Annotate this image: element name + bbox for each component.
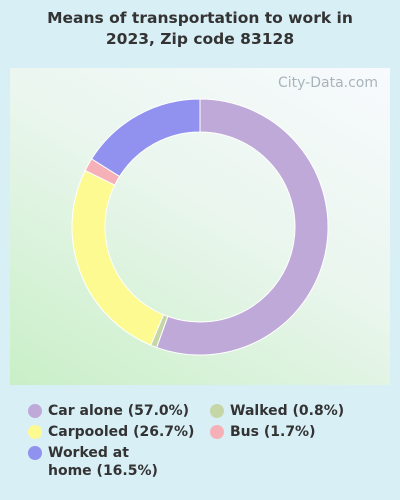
legend-name: Car alone [48, 403, 123, 419]
legend-name: Carpooled [48, 424, 129, 440]
legend-label: Car alone (57.0%) [48, 402, 198, 420]
donut-slice [90, 98, 201, 178]
legend-item: Walked (0.8%) [210, 402, 380, 420]
chart-title: Means of transportation to work in 2023,… [47, 9, 353, 48]
legend-swatch [210, 425, 224, 439]
plot-area [10, 68, 390, 385]
legend-label: Bus (1.7%) [230, 423, 380, 441]
chart [71, 98, 329, 356]
donut-slice [155, 98, 329, 356]
legend-value: (1.7%) [263, 424, 316, 440]
legend-name: Walked [230, 403, 288, 419]
legend-swatch [210, 404, 224, 418]
legend-swatch [28, 404, 42, 418]
legend-value: (26.7%) [133, 424, 195, 440]
legend-item: Carpooled (26.7%) [28, 423, 198, 441]
legend-label: Worked at home (16.5%) [48, 444, 173, 480]
legend-item: Worked at home (16.5%) [28, 444, 173, 480]
legend-label: Carpooled (26.7%) [48, 423, 198, 441]
legend-item: Car alone (57.0%) [28, 402, 198, 420]
legend-swatch [28, 425, 42, 439]
legend-name: Worked at home [48, 445, 129, 479]
legend-item: Bus (1.7%) [210, 423, 380, 441]
legend-value: (57.0%) [127, 403, 190, 419]
legend-value: (0.8%) [292, 403, 345, 419]
legend-name: Bus [230, 424, 259, 440]
legend-swatch [28, 446, 42, 460]
legend-value: (16.5%) [96, 463, 158, 479]
donut-slice [71, 169, 165, 346]
legend-label: Walked (0.8%) [230, 402, 380, 420]
watermark: City-Data.com [277, 75, 378, 91]
